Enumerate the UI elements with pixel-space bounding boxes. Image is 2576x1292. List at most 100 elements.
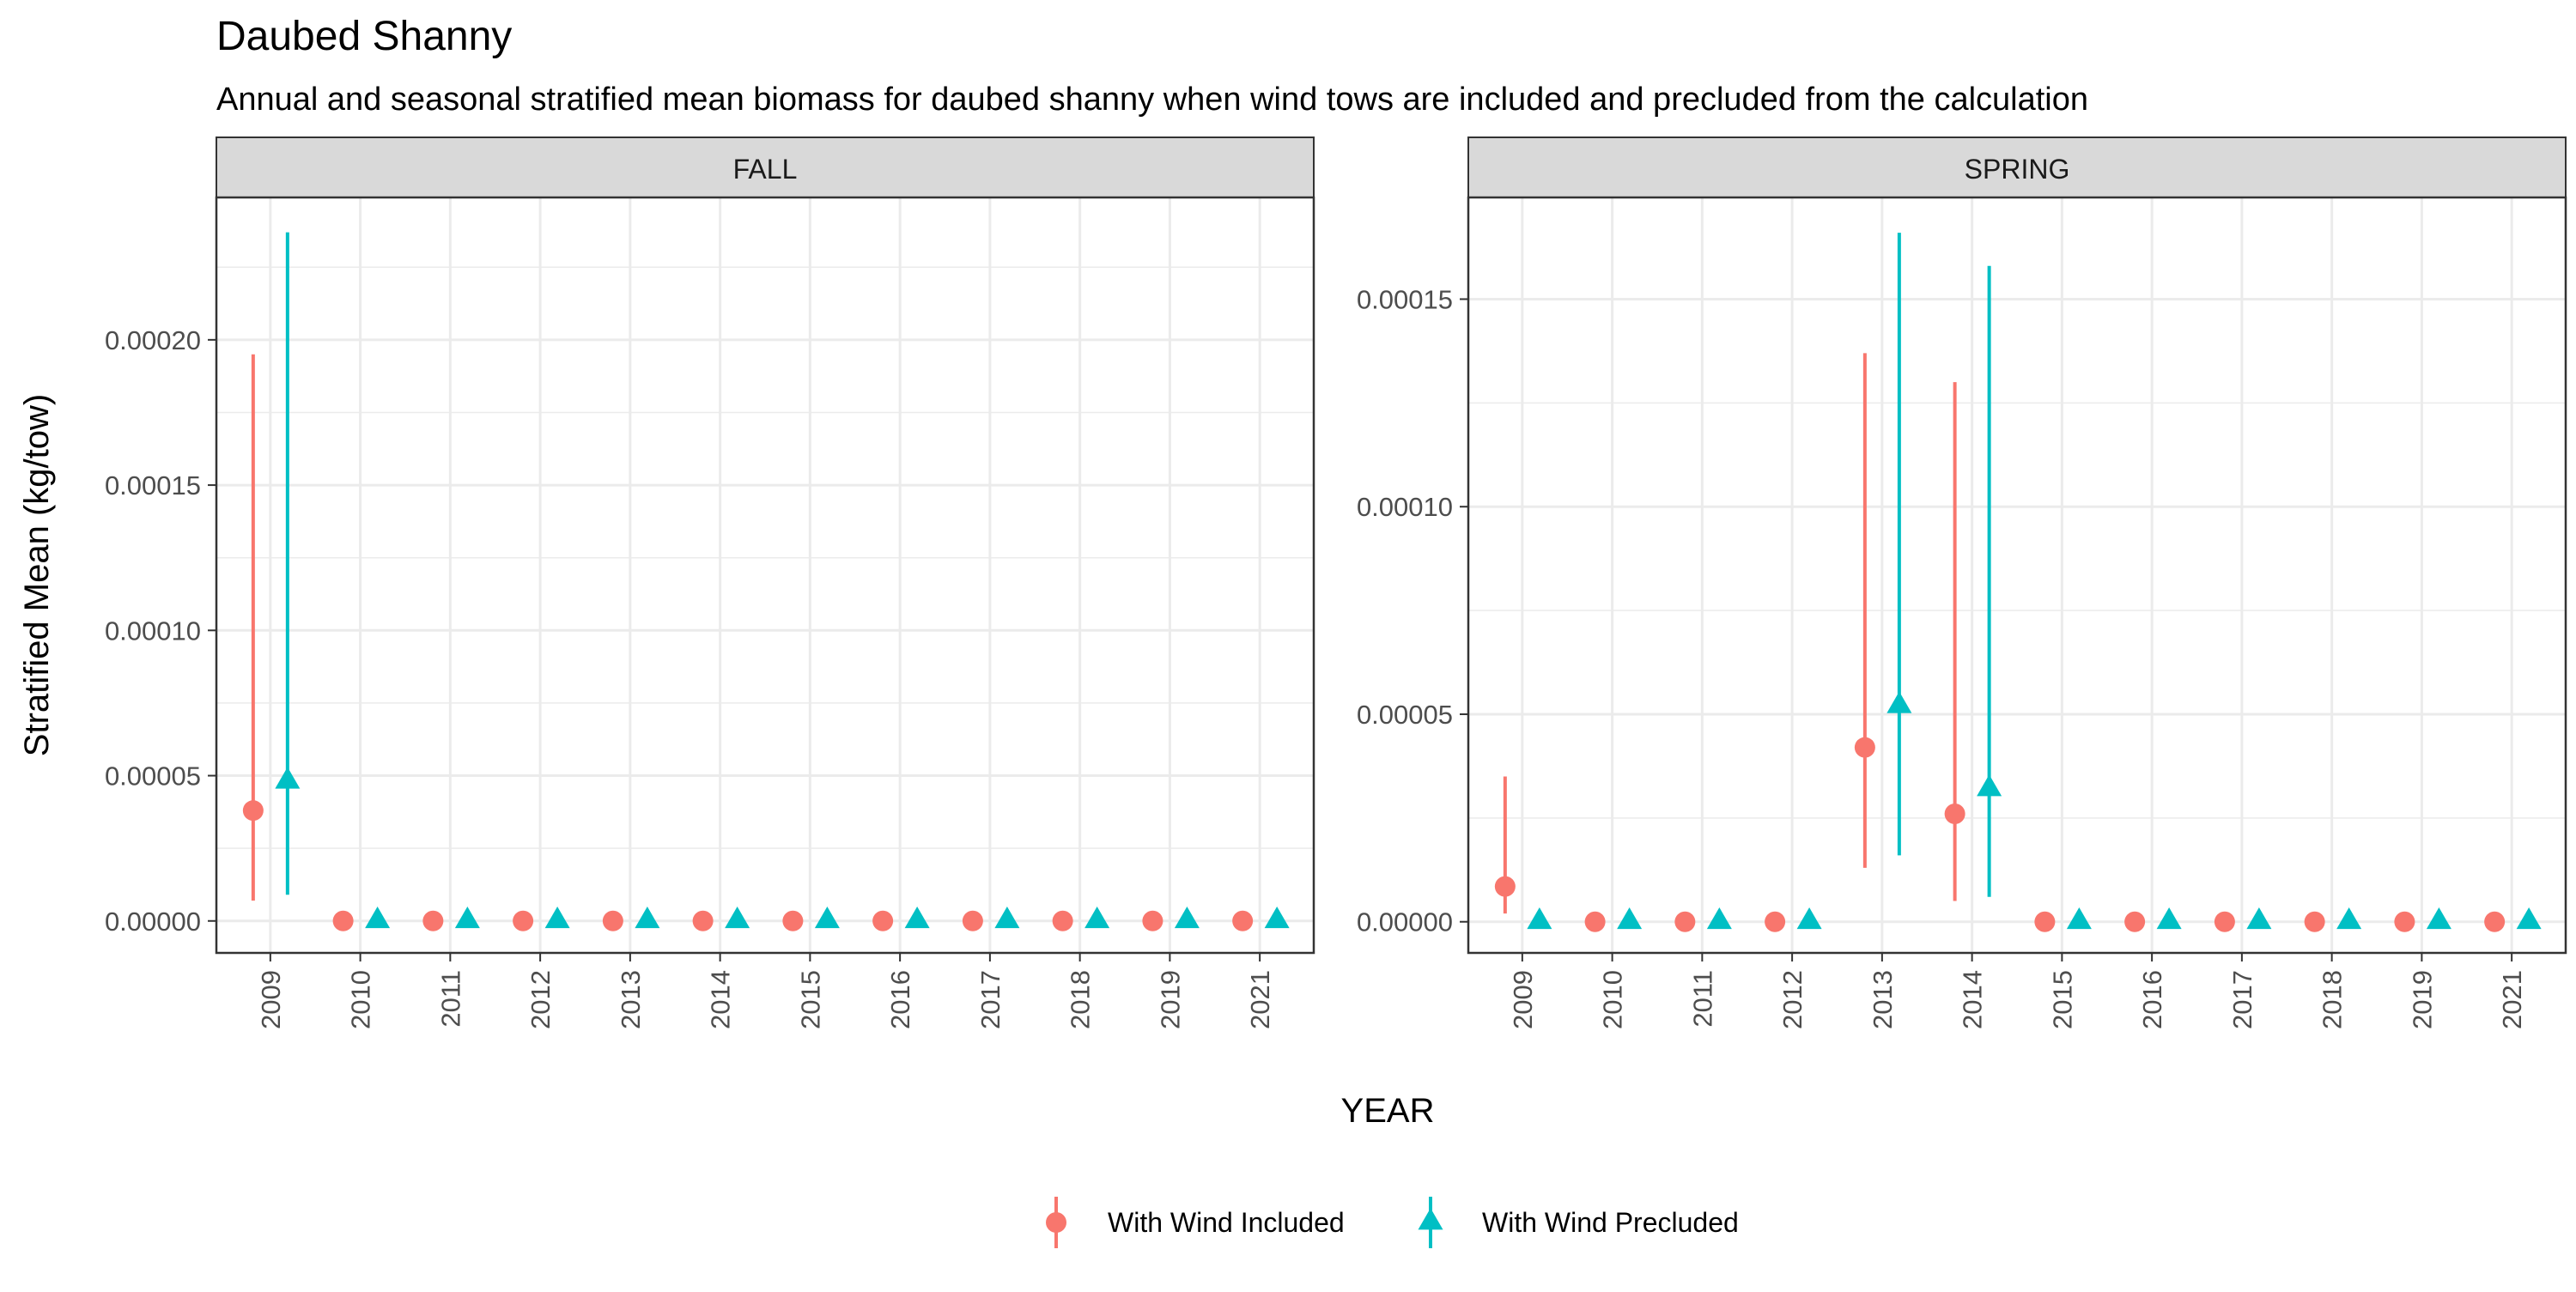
series-wind-included — [242, 354, 1254, 931]
data-point — [513, 910, 534, 931]
data-point — [782, 910, 804, 931]
data-point — [1142, 910, 1163, 931]
data-point — [2124, 911, 2146, 932]
x-tick-label: 2012 — [526, 970, 556, 1029]
legend-key-circle — [1046, 1212, 1066, 1233]
x-tick-label: 2011 — [435, 970, 465, 1028]
data-point — [2034, 911, 2056, 932]
panel-border — [1467, 196, 2567, 955]
x-tick-label: 2009 — [1508, 970, 1538, 1029]
x-tick-label: 2015 — [795, 970, 825, 1029]
chart-subtitle: Annual and seasonal stratified mean biom… — [216, 82, 2088, 118]
data-point — [1174, 907, 1200, 929]
data-point — [692, 910, 714, 931]
data-point — [1944, 804, 1965, 825]
data-point — [365, 907, 391, 929]
facet-strip-label: FALL — [733, 154, 798, 185]
data-point — [1584, 911, 1606, 932]
data-point — [2516, 907, 2542, 930]
y-tick-label: 0.00010 — [1357, 492, 1453, 522]
x-tick-label: 2018 — [2318, 970, 2348, 1029]
x-tick-label: 2016 — [885, 970, 915, 1029]
y-tick-label: 0.00000 — [1357, 907, 1453, 937]
facet-strip — [216, 136, 1315, 198]
data-point — [1264, 907, 1290, 929]
x-tick-label: 2017 — [2227, 970, 2257, 1029]
data-point — [2484, 911, 2506, 932]
y-tick-label: 0.00015 — [1357, 284, 1453, 314]
data-point — [635, 907, 660, 929]
x-tick-label: 2011 — [1687, 970, 1717, 1028]
data-point — [962, 910, 983, 931]
x-tick-label: 2021 — [1245, 970, 1275, 1029]
data-point — [1084, 907, 1110, 929]
legend-key-triangle — [1418, 1208, 1443, 1230]
data-point — [1527, 907, 1552, 930]
data-point — [872, 910, 894, 931]
data-point — [994, 907, 1020, 929]
y-tick-label: 0.00020 — [105, 325, 201, 355]
data-point — [2246, 907, 2272, 930]
x-tick-label: 2014 — [706, 970, 736, 1029]
data-point — [2336, 907, 2362, 930]
x-tick-label: 2019 — [1155, 970, 1185, 1029]
x-tick-label: 2016 — [2137, 970, 2167, 1029]
data-point — [2394, 911, 2415, 932]
x-tick-label: 2012 — [1777, 970, 1807, 1029]
facet-panels: FALL 0.00000 0.00005 0.00010 0.00015 0.00020 2… — [105, 136, 2567, 1029]
data-point — [904, 907, 930, 929]
legend-item: With Wind Included — [1046, 1197, 1345, 1248]
data-point — [814, 907, 840, 929]
series-wind-precluded — [275, 232, 1290, 929]
x-tick-label: 2009 — [256, 970, 286, 1029]
data-point — [725, 907, 750, 929]
legend-label: With Wind Included — [1108, 1207, 1345, 1238]
facet-strip — [1467, 136, 2567, 198]
data-point — [1765, 911, 1786, 932]
legend: With Wind Included With Wind Precluded — [1046, 1197, 1739, 1248]
y-tick-label: 0.00005 — [105, 761, 201, 792]
chart-title: Daubed Shanny — [216, 14, 512, 59]
panel-border — [215, 196, 1315, 955]
data-point — [454, 907, 480, 929]
data-point — [1706, 907, 1732, 930]
y-tick-label: 0.00000 — [105, 907, 201, 937]
x-tick-label: 2010 — [346, 970, 376, 1029]
gridlines — [1468, 197, 2566, 953]
x-tick-label: 2013 — [616, 970, 646, 1029]
series-wind-precluded — [1527, 233, 2542, 930]
data-point — [1674, 911, 1696, 932]
data-point — [275, 767, 301, 789]
data-point — [1494, 876, 1516, 897]
facet-panel-spring: SPRING 0.00000 0.00005 0.00010 0.00015 2009 20… — [1357, 136, 2567, 1029]
legend-label: With Wind Precluded — [1482, 1207, 1739, 1238]
x-tick-label: 2013 — [1868, 970, 1898, 1029]
y-tick-label: 0.00005 — [1357, 700, 1453, 730]
data-point — [1977, 774, 2002, 797]
x-tick-label: 2010 — [1598, 970, 1628, 1029]
data-point — [1232, 910, 1254, 931]
data-point — [1796, 907, 1822, 930]
data-point — [2156, 907, 2182, 930]
gridlines — [216, 197, 1314, 953]
x-axis-label: YEAR — [1341, 1092, 1435, 1130]
facet-panel-fall: FALL 0.00000 0.00005 0.00010 0.00015 0.00020 2… — [105, 136, 1315, 1029]
data-point — [422, 910, 444, 931]
legend-item: With Wind Precluded — [1418, 1197, 1739, 1248]
data-point — [332, 910, 354, 931]
data-point — [1617, 907, 1643, 930]
y-tick-label: 0.00015 — [105, 470, 201, 500]
data-point — [2304, 911, 2325, 932]
x-tick-label: 2018 — [1066, 970, 1096, 1029]
x-tick-label: 2014 — [1958, 970, 1988, 1029]
data-point — [2066, 907, 2092, 930]
data-point — [602, 910, 623, 931]
data-point — [242, 800, 264, 822]
x-tick-label: 2015 — [2047, 970, 2077, 1029]
x-tick-label: 2021 — [2497, 970, 2527, 1029]
y-tick-label: 0.00010 — [105, 616, 201, 646]
data-point — [1052, 910, 1073, 931]
y-axis-label: Stratified Mean (kg/tow) — [18, 394, 56, 756]
